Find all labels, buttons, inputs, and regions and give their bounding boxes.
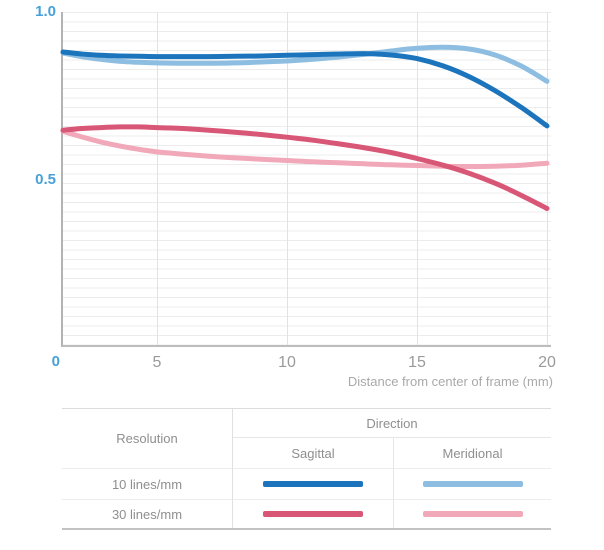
x-tick-10: 10 xyxy=(278,354,296,371)
swatch-30-sagittal xyxy=(263,511,363,517)
plot-area xyxy=(60,12,551,347)
x-tick-15: 15 xyxy=(408,354,426,371)
gridline-15mm xyxy=(417,12,418,345)
swatch-30-meridional xyxy=(422,511,523,517)
swatch-cell xyxy=(233,468,393,499)
swatch-10-sagittal xyxy=(263,481,363,487)
swatch-cell xyxy=(233,499,393,528)
curve-10-lines-mm-sagittal xyxy=(60,49,550,129)
row-label-30-lines: 30 lines/mm xyxy=(62,499,233,528)
mtf-curves xyxy=(60,44,550,211)
legend-table: Resolution Direction Sagittal Meridional… xyxy=(62,408,551,530)
swatch-10-meridional xyxy=(422,481,523,487)
curve-30-lines-mm-meridional xyxy=(60,128,550,170)
y-axis-label-0.5: 0.5 xyxy=(35,171,56,188)
row-label-10-lines: 10 lines/mm xyxy=(62,468,233,499)
curve-30-lines-mm-sagittal xyxy=(60,124,550,211)
x-tick-5: 5 xyxy=(152,354,162,371)
y-axis-label-1.0: 1.0 xyxy=(35,3,56,20)
x-tick-20: 20 xyxy=(538,354,556,371)
gridline-20mm xyxy=(547,12,548,345)
meridional-header: Meridional xyxy=(393,438,551,468)
direction-header: Direction xyxy=(233,409,551,438)
swatch-cell xyxy=(393,499,551,528)
y-axis-label-0: 0 xyxy=(51,353,60,370)
swatch-cell xyxy=(393,468,551,499)
x-axis-caption: Distance from center of frame (mm) xyxy=(347,374,553,389)
curve-10-lines-mm-meridional xyxy=(60,44,550,84)
gridline-10mm xyxy=(287,12,288,345)
gridline-5mm xyxy=(157,12,158,345)
resolution-header: Resolution xyxy=(62,409,233,468)
sagittal-header: Sagittal xyxy=(291,445,335,461)
